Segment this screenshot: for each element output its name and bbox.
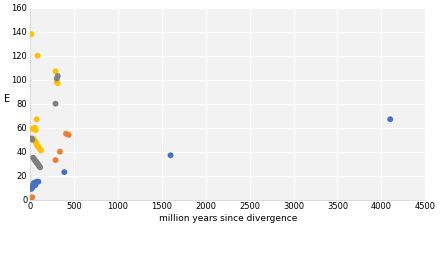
Cytochrome c [167,153,174,157]
FAM227B [33,161,40,165]
FAM227A Orthologs [36,146,43,150]
FAM227A Orthologs [33,142,40,146]
FAM227A Orthologs [32,128,39,132]
FAM227B [31,158,38,162]
FAM227B [36,164,43,168]
FAM227B [29,138,36,142]
Cytochrome c [387,117,394,121]
FAM227A Orthologs [29,136,37,141]
FAM227A Orthologs [31,126,38,130]
Y-axis label: E: E [4,94,10,104]
FAM227A Orthologs [34,144,41,148]
FAM227A Orthologs [52,69,59,73]
FAM227B [54,74,61,78]
FAM227B [30,157,37,161]
FAM227A Orthologs [37,147,44,151]
FAM227B [29,156,37,160]
FAM227A Orthologs [34,54,41,58]
Cytochrome c [28,187,35,191]
FAM227B [37,165,44,169]
FAM227B [34,162,41,166]
FAM227A Orthologs [32,140,39,144]
Fibrinogen [65,133,72,137]
Fibrinogen [56,150,63,154]
FAM227A Orthologs [30,138,37,142]
Cytochrome c [35,180,42,184]
Fibrinogen [62,132,70,136]
FAM227A Orthologs [35,145,42,149]
FAM227A Orthologs [54,81,61,85]
Cytochrome c [33,180,40,184]
FAM227A Orthologs [33,117,40,121]
Cytochrome c [30,181,37,185]
Fibrinogen [52,158,59,162]
X-axis label: million years since divergence: million years since divergence [158,214,297,223]
Cytochrome c [32,183,39,187]
FAM227B [28,136,35,141]
FAM227A Orthologs [29,127,36,131]
FAM227A Orthologs [53,80,60,84]
Cytochrome c [29,182,37,186]
FAM227B [52,102,59,106]
FAM227A Orthologs [37,148,44,153]
Fibrinogen [28,196,35,200]
Fibrinogen [29,195,36,199]
FAM227B [35,163,42,167]
Cytochrome c [29,186,36,190]
FAM227B [53,77,60,81]
FAM227A Orthologs [31,139,38,143]
FAM227B [32,159,39,163]
Cytochrome c [61,170,68,174]
FAM227A Orthologs [28,32,35,36]
